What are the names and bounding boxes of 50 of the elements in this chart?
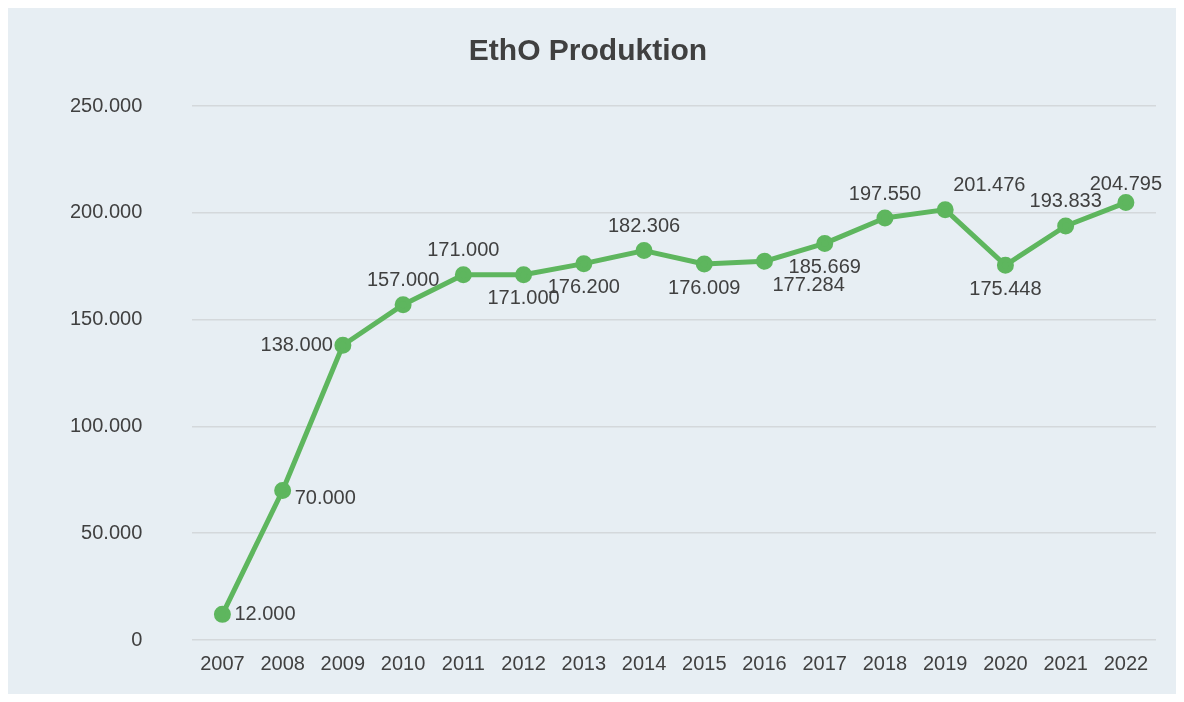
- data-label: 175.448: [969, 276, 1042, 299]
- chart-title: EthO Produktion: [468, 33, 708, 67]
- x-tick-label: 2014: [621, 651, 667, 674]
- data-label: 12.000: [234, 601, 296, 624]
- point: [394, 296, 412, 314]
- point: [816, 234, 834, 252]
- x-tick-label: 2009: [320, 651, 366, 674]
- data-label: 197.550: [848, 181, 922, 204]
- x-tick-label: 2010: [380, 651, 426, 674]
- data-label: 182.306: [607, 214, 681, 237]
- x-tick-label: 2016: [742, 651, 787, 674]
- x-tick-label: 2019: [922, 651, 968, 674]
- data-label: 176.009: [668, 275, 741, 298]
- x-tick-label: 2022: [1103, 651, 1149, 674]
- point: [454, 266, 472, 284]
- x-tick-label: 2018: [862, 651, 908, 674]
- x-tick-label: 2008: [260, 651, 305, 674]
- y-tick-label: 150.000: [70, 307, 143, 330]
- x-tick-label: 2021: [1043, 651, 1088, 674]
- point: [756, 252, 773, 270]
- point: [575, 255, 593, 273]
- y-tick-label: 250.000: [70, 93, 143, 116]
- point: [635, 242, 653, 260]
- data-label: 201.476: [953, 173, 1026, 196]
- data-label: 171.000: [427, 238, 500, 261]
- point: [274, 481, 292, 499]
- point: [996, 256, 1014, 274]
- y-tick-label: 0: [131, 627, 143, 650]
- x-tick-label: 2017: [802, 651, 847, 674]
- y-tick-label: 50.000: [81, 520, 143, 543]
- y-tick-label: 100.000: [70, 413, 143, 436]
- data-label: 70.000: [294, 486, 356, 508]
- data-label: 193.833: [1029, 189, 1102, 212]
- data-label: 157.000: [366, 268, 440, 291]
- point: [334, 336, 352, 354]
- point: [1057, 217, 1075, 235]
- point: [515, 266, 533, 284]
- data-label: 138.000: [260, 332, 333, 355]
- x-tick-label: 2012: [501, 651, 546, 674]
- x-tick-label: 2011: [441, 651, 485, 674]
- point: [695, 255, 713, 273]
- point: [876, 209, 894, 227]
- y-tick-label: 200.000: [70, 200, 143, 223]
- point: [1117, 194, 1135, 212]
- x-tick-label: 2013: [561, 651, 607, 674]
- x-tick-label: 2020: [983, 651, 1028, 674]
- x-tick-label: 2007: [200, 651, 245, 674]
- point: [936, 201, 954, 219]
- x-tick-label: 2015: [682, 651, 727, 674]
- point: [213, 605, 231, 623]
